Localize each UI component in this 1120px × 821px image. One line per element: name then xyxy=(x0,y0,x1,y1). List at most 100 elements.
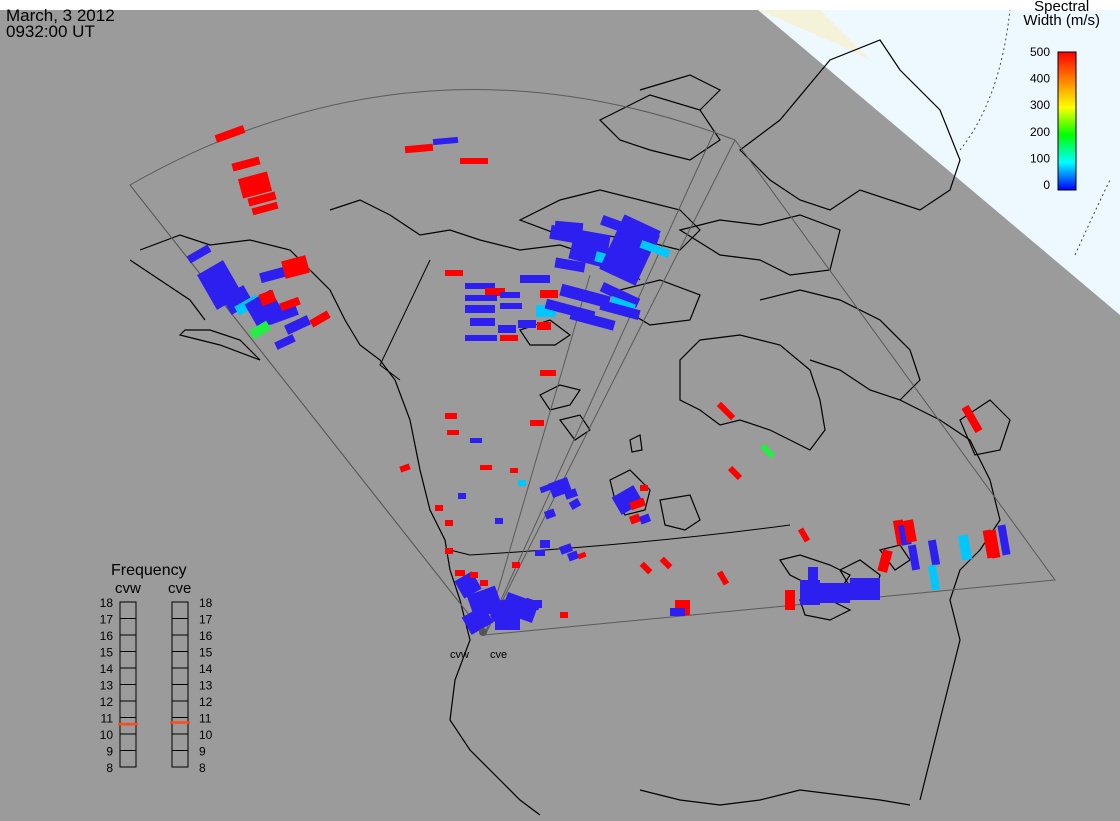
timestamp-header: March, 3 2012 0932:00 UT xyxy=(6,6,115,41)
frequency-tick-right: 13 xyxy=(199,679,213,693)
frequency-tick-right: 14 xyxy=(199,662,213,676)
echo-cell xyxy=(760,443,775,459)
echo-cell xyxy=(560,612,568,618)
echo-cell xyxy=(568,498,582,510)
echo-cell xyxy=(461,605,494,635)
echo-cell xyxy=(528,600,542,608)
echo-cell xyxy=(267,305,299,325)
echo-cell xyxy=(903,519,917,543)
echo-cell xyxy=(639,561,653,575)
colorbar-title-line2: Width (m/s) xyxy=(1023,12,1100,29)
echo-cell xyxy=(465,305,495,313)
echo-cell xyxy=(470,438,482,443)
echo-cell xyxy=(248,320,272,340)
echo-cell xyxy=(566,550,580,562)
frequency-cell xyxy=(119,750,137,768)
echo-cell xyxy=(569,309,616,331)
echo-cell xyxy=(530,420,544,426)
echo-cell xyxy=(808,567,818,587)
echo-cell xyxy=(500,335,518,341)
frequency-tick-right: 16 xyxy=(199,629,213,643)
frequency-radar-right: cve xyxy=(168,580,191,597)
frequency-tick-right: 10 xyxy=(199,728,213,742)
frequency-panel: Frequency cvw cve 18 18 17 17 16 16 15 15 14 14 13… xyxy=(100,562,213,775)
echo-cell xyxy=(518,480,526,486)
echo-cell xyxy=(445,520,453,526)
polar-landmass xyxy=(758,10,870,60)
echo-cell xyxy=(535,550,545,556)
radar-label-west: cvw xyxy=(450,649,469,661)
frequency-tick-left: 8 xyxy=(106,761,113,775)
echo-cell xyxy=(214,125,246,143)
echo-cell xyxy=(599,214,661,286)
echo-cell xyxy=(500,303,522,309)
frequency-tick-left: 18 xyxy=(100,596,114,610)
colorbar-title-line1: Spectral xyxy=(1034,0,1090,15)
colorbar: 500 400 300 200 100 0 xyxy=(1030,45,1077,192)
frequency-tick-left: 9 xyxy=(106,745,113,759)
echo-cell xyxy=(284,315,311,335)
echo-cell xyxy=(445,270,463,276)
echo-cell xyxy=(611,485,644,515)
echo-cell xyxy=(274,334,296,350)
echo-cell xyxy=(537,322,551,330)
echo-cell xyxy=(599,299,641,321)
echo-cell xyxy=(549,224,611,250)
colorbar-tick-label: 100 xyxy=(1030,151,1050,165)
echo-cell xyxy=(563,488,579,500)
frequency-tick-left: 12 xyxy=(100,695,114,709)
echo-cell xyxy=(785,590,795,610)
frequency-tick-left: 13 xyxy=(100,679,114,693)
echo-cell xyxy=(797,527,811,543)
colorbar-ticks: 500 400 300 200 100 0 xyxy=(1030,45,1050,192)
radar-echoes xyxy=(186,125,1011,635)
echo-cell xyxy=(399,463,411,473)
echo-cell xyxy=(716,401,736,421)
radar-site-marker xyxy=(479,628,487,636)
frequency-tick-right: 12 xyxy=(199,695,213,709)
echo-cell xyxy=(540,370,556,376)
colorbar-tick-label: 400 xyxy=(1030,72,1050,86)
echo-cell xyxy=(639,240,671,258)
date-label: March, 3 2012 xyxy=(6,6,115,25)
frequency-tick-left: 10 xyxy=(100,728,114,742)
echo-cell xyxy=(498,325,516,333)
echo-cell xyxy=(460,158,488,164)
echo-cell xyxy=(404,143,434,154)
echo-cell xyxy=(540,290,558,298)
echo-cell xyxy=(640,485,648,491)
echo-cell xyxy=(599,282,641,308)
echo-cell xyxy=(279,296,301,312)
echo-cell xyxy=(512,562,520,568)
echo-cell xyxy=(850,578,880,600)
echo-cell xyxy=(465,283,495,289)
frequency-title: Frequency xyxy=(111,562,187,579)
echo-cell xyxy=(961,404,983,434)
frequency-ticks: 18 18 17 17 16 16 15 15 14 14 13 13 12 12 11 11 10 10 9 9 8 8 xyxy=(100,596,213,775)
echo-cell xyxy=(520,275,550,283)
echo-cell xyxy=(559,283,611,309)
echo-cell xyxy=(445,548,453,554)
echo-cell xyxy=(716,570,730,586)
echo-cell xyxy=(670,608,685,616)
echo-cell xyxy=(447,430,459,435)
echo-cell xyxy=(435,505,443,511)
echo-cell xyxy=(554,257,586,273)
colorbar-tick-label: 0 xyxy=(1043,178,1050,192)
borders xyxy=(379,259,791,556)
echo-cell xyxy=(987,529,1001,559)
echo-cell xyxy=(927,564,941,591)
echo-cell xyxy=(540,540,550,548)
echo-cell xyxy=(455,570,465,576)
echo-cell xyxy=(458,493,466,499)
echo-cell xyxy=(628,513,642,525)
time-label: 0932:00 UT xyxy=(6,22,95,41)
echo-cell xyxy=(470,318,495,326)
frequency-tick-right: 8 xyxy=(199,761,206,775)
frequency-tick-right: 9 xyxy=(199,745,206,759)
echo-cell xyxy=(231,156,261,172)
echo-cell xyxy=(907,544,921,571)
echo-cell xyxy=(247,191,277,207)
frequency-tick-left: 11 xyxy=(101,712,114,726)
